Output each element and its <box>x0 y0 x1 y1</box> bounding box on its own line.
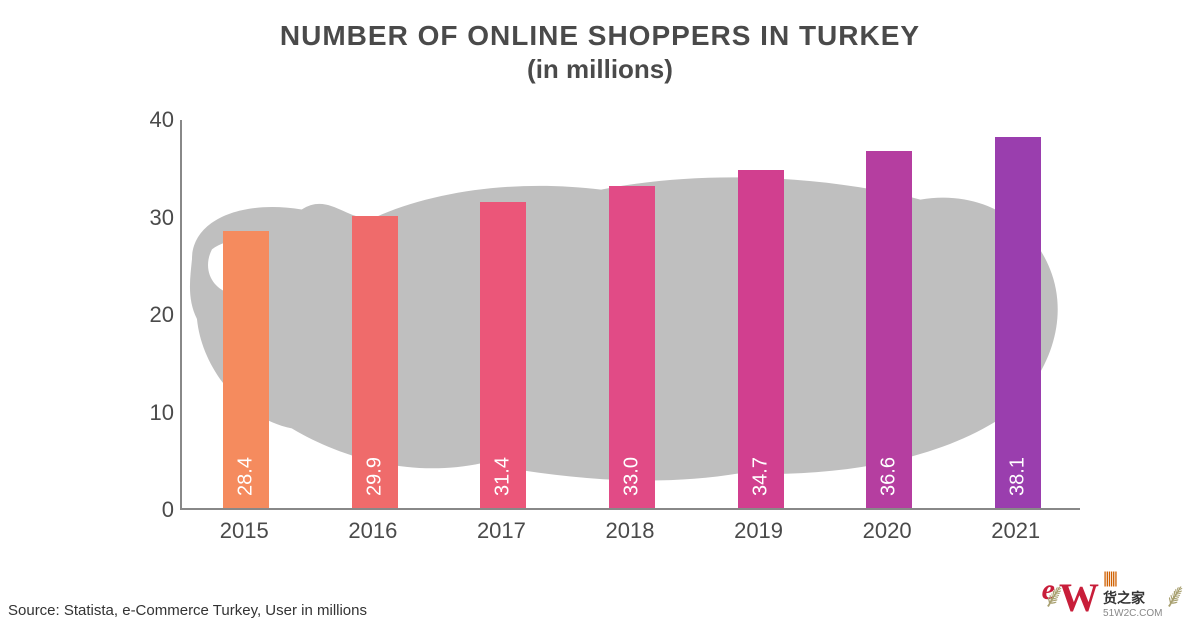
plot-region: 28.4 29.9 31.4 33.0 34.7 36.6 38.1 <box>180 120 1080 510</box>
bar: 31.4 <box>480 202 526 508</box>
chart-title: NUMBER OF ONLINE SHOPPERS IN TURKEY <box>0 0 1200 52</box>
x-tick-label: 2016 <box>348 518 397 544</box>
y-tick-label: 40 <box>134 107 174 133</box>
x-tick-label: 2021 <box>991 518 1040 544</box>
bar-value-label: 31.4 <box>480 457 526 496</box>
bar-value-label: 36.6 <box>866 457 912 496</box>
bar-value-label: 34.7 <box>738 457 784 496</box>
x-tick-label: 2020 <box>863 518 912 544</box>
bar: 28.4 <box>223 231 269 508</box>
y-tick-label: 30 <box>134 205 174 231</box>
wreath-icon: ⸙ <box>1042 577 1060 615</box>
bar: 38.1 <box>995 137 1041 508</box>
logo-w-letter: W <box>1059 575 1099 620</box>
bar: 34.7 <box>738 170 784 508</box>
logo-chinese: 货之家 <box>1103 588 1162 608</box>
chart-subtitle: (in millions) <box>0 54 1200 85</box>
bar: 29.9 <box>352 216 398 508</box>
chart-container: NUMBER OF ONLINE SHOPPERS IN TURKEY (in … <box>0 0 1200 627</box>
x-tick-label: 2018 <box>606 518 655 544</box>
x-tick-label: 2017 <box>477 518 526 544</box>
bar-value-label: 28.4 <box>223 457 269 496</box>
bar: 33.0 <box>609 186 655 508</box>
wreath-icon: ⸙ <box>1163 577 1181 615</box>
bars-group: 28.4 29.9 31.4 33.0 34.7 36.6 38.1 <box>182 120 1080 508</box>
x-tick-label: 2015 <box>220 518 269 544</box>
x-tick-label: 2019 <box>734 518 783 544</box>
chart-area: 0 10 20 30 40 28.4 29.9 31.4 33.0 34.7 36.6 38.1 2… <box>130 110 1090 540</box>
y-tick-label: 10 <box>134 400 174 426</box>
bar-value-label: 33.0 <box>609 457 655 496</box>
y-tick-label: 20 <box>134 302 174 328</box>
logo-url: 51W2C.COM <box>1103 608 1162 619</box>
y-tick-label: 0 <box>134 497 174 523</box>
bar: 36.6 <box>866 151 912 508</box>
source-text: Source: Statista, e-Commerce Turkey, Use… <box>8 602 367 619</box>
barcode-icon: |||||| <box>1103 570 1116 587</box>
bar-value-label: 38.1 <box>995 457 1041 496</box>
bar-value-label: 29.9 <box>352 457 398 496</box>
logo-w-watermark: ⸙W||||||货之家51W2C.COM⸙ <box>1042 570 1180 619</box>
